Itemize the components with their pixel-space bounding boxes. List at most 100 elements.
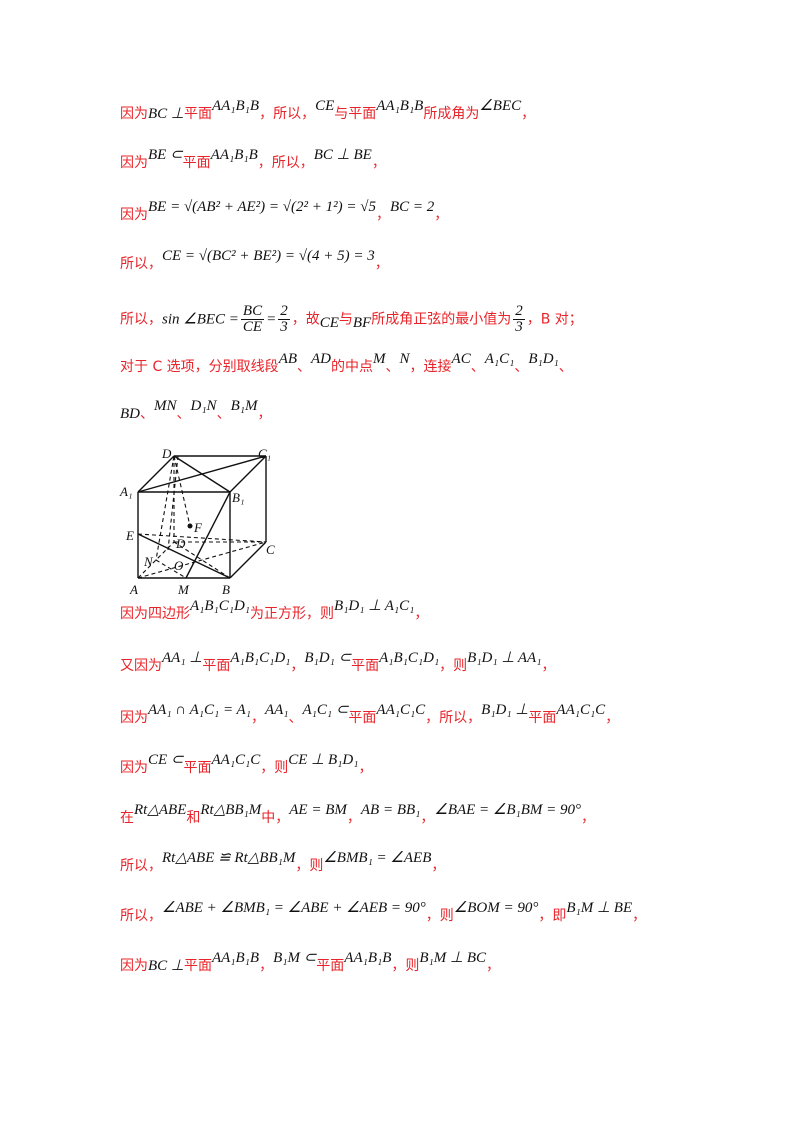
text-line: 又因为AA₁ ⊥平面A₁B₁C₁D₁，B₁D₁ ⊂平面A₁B₁C₁D₁，则B₁D…: [120, 650, 556, 676]
math-expression: BC = 2: [389, 199, 435, 215]
text-run: 平面: [316, 958, 345, 974]
label-F: F: [193, 520, 203, 535]
math-expression: B₁M: [230, 398, 258, 414]
math-expression: BF: [352, 314, 372, 331]
label-O: O: [174, 558, 184, 573]
text-run: ，: [290, 658, 305, 674]
text-line: 因为AA₁ ∩ A₁C₁ = A₁，AA₁、A₁C₁ ⊂平面AA₁C₁C，所以，…: [120, 702, 619, 728]
math-expression: Rt△ABE: [134, 802, 187, 818]
text-run: 因为: [120, 106, 148, 122]
text-run: ，则: [295, 858, 324, 874]
text-line: 所以，Rt△ABE ≌ Rt△BB₁M，则∠BMB₁ = ∠AEB，: [120, 850, 445, 876]
math-expression: B₁D₁ ⊂: [304, 650, 352, 666]
text-run: 所成角正弦的最小值为: [371, 311, 512, 328]
text-run: ，故: [291, 311, 320, 328]
label-B: B: [222, 582, 230, 597]
fraction: BC CE: [240, 303, 265, 335]
math-expression: AB = BB₁: [360, 802, 421, 818]
text-run: 对于 C 选项，分别取线段: [120, 359, 279, 375]
text-run: ，所以，: [425, 710, 482, 726]
text-run: 、: [288, 710, 303, 726]
math-expression: B₁M ⊥ BC: [419, 950, 486, 966]
math-expression: AA₁ ⊥: [162, 650, 203, 666]
text-run: ，: [632, 908, 647, 924]
text-run: 的中点: [331, 359, 374, 375]
text-run: ，则: [439, 658, 468, 674]
text-run: 平面: [528, 710, 557, 726]
math-expression: N: [399, 351, 410, 367]
text-run: 、: [176, 406, 191, 422]
text-run: ，: [346, 810, 361, 826]
text-run: 所以，: [120, 311, 162, 328]
text-run: 所以，: [120, 908, 162, 924]
text-line: BD、MN、D₁N、B₁M，: [120, 398, 272, 424]
text-run: ，则: [391, 958, 420, 974]
math-expression: ∠BAE = ∠B₁BM = 90°: [434, 802, 582, 818]
math-expression: sin ∠BEC =: [162, 311, 239, 328]
text-run: ，: [257, 406, 272, 422]
label-M: M: [177, 582, 190, 597]
text-run: ，则: [260, 760, 289, 776]
math-expression: ∠BEC: [479, 98, 522, 114]
math-expression: B₁D₁ ⊥ A₁C₁: [334, 598, 415, 614]
math-expression: AB: [278, 351, 298, 367]
text-run: 因为: [120, 958, 148, 974]
text-line: 因为CE ⊂平面AA₁C₁C，则CE ⊥ B₁D₁，: [120, 752, 372, 778]
math-expression: AA₁B₁B: [344, 950, 392, 966]
text-run: 平面: [182, 155, 211, 171]
math-expression: BC ⊥: [148, 106, 184, 122]
text-run: 平面: [202, 658, 231, 674]
text-run: 因为: [120, 760, 148, 776]
text-run: 、: [297, 359, 312, 375]
text-run: 和: [186, 810, 201, 826]
text-run: 、: [470, 359, 485, 375]
math-expression: B₁D₁: [528, 351, 559, 367]
text-run: 、: [216, 406, 231, 422]
text-line: 因为BC ⊥平面AA₁B₁B，所以，CE与平面AA₁B₁B所成角为∠BEC，: [120, 98, 536, 124]
math-expression: ∠BOM = 90°: [453, 900, 539, 916]
text-run: 、: [558, 359, 573, 375]
text-run: 平面: [183, 760, 212, 776]
text-run: ，: [541, 658, 556, 674]
math-expression: BC ⊥: [148, 958, 184, 974]
text-line: 对于 C 选项，分别取线段AB、AD的中点M、N，连接AC、A₁C₁、B₁D₁、: [120, 351, 573, 377]
text-run: ，连接: [409, 359, 452, 375]
text-run: ，: [414, 606, 429, 622]
text-line: 所以，sin ∠BEC = BC CE = 2 3 ，故CE与BF所成角正弦的最小值为 2 3，…: [120, 304, 583, 335]
text-line: 因为BE ⊂平面AA₁B₁B，所以，BC ⊥ BE，: [120, 147, 386, 173]
text-run: ，: [434, 207, 449, 223]
label-A: A: [129, 582, 138, 597]
text-run: 平面: [348, 710, 377, 726]
math-expression: B₁M ⊂: [273, 950, 317, 966]
text-line: 在Rt△ABE和Rt△BB₁M中，AE = BM，AB = BB₁，∠BAE =…: [120, 802, 595, 828]
math-expression: BD: [120, 406, 140, 422]
label-A1: A₁: [119, 484, 132, 499]
text-run: 又因为: [120, 658, 162, 674]
text-run: ，则: [425, 908, 454, 924]
text-run: 因为: [120, 710, 148, 726]
math-expression: D₁N: [190, 398, 217, 414]
text-run: 、: [385, 359, 400, 375]
text-run: ，: [521, 106, 536, 122]
math-expression: AA₁B₁B: [376, 98, 424, 114]
math-expression: =: [266, 311, 277, 328]
text-line: 因为BC ⊥平面AA₁B₁B，B₁M ⊂平面AA₁B₁B，则B₁M ⊥ BC，: [120, 950, 500, 976]
text-run: 与平面: [334, 106, 377, 122]
math-expression: ∠BMB₁ = ∠AEB: [323, 850, 432, 866]
text-run: ，: [371, 155, 386, 171]
text-run: ，: [250, 710, 265, 726]
math-expression: AD: [311, 351, 332, 367]
text-run: ，B 对；: [526, 311, 583, 328]
label-B1: B₁: [232, 490, 244, 505]
text-run: 在: [120, 810, 134, 826]
text-run: ，: [485, 958, 500, 974]
text-run: 所以，: [120, 256, 162, 272]
math-expression: MN: [154, 398, 177, 414]
math-expression: AA₁C₁C: [556, 702, 606, 718]
math-expression: A₁C₁ ⊂: [302, 702, 349, 718]
label-C: C: [266, 542, 275, 557]
math-expression: A₁B₁C₁D₁: [230, 650, 291, 666]
text-run: 因为四边形: [120, 606, 190, 622]
